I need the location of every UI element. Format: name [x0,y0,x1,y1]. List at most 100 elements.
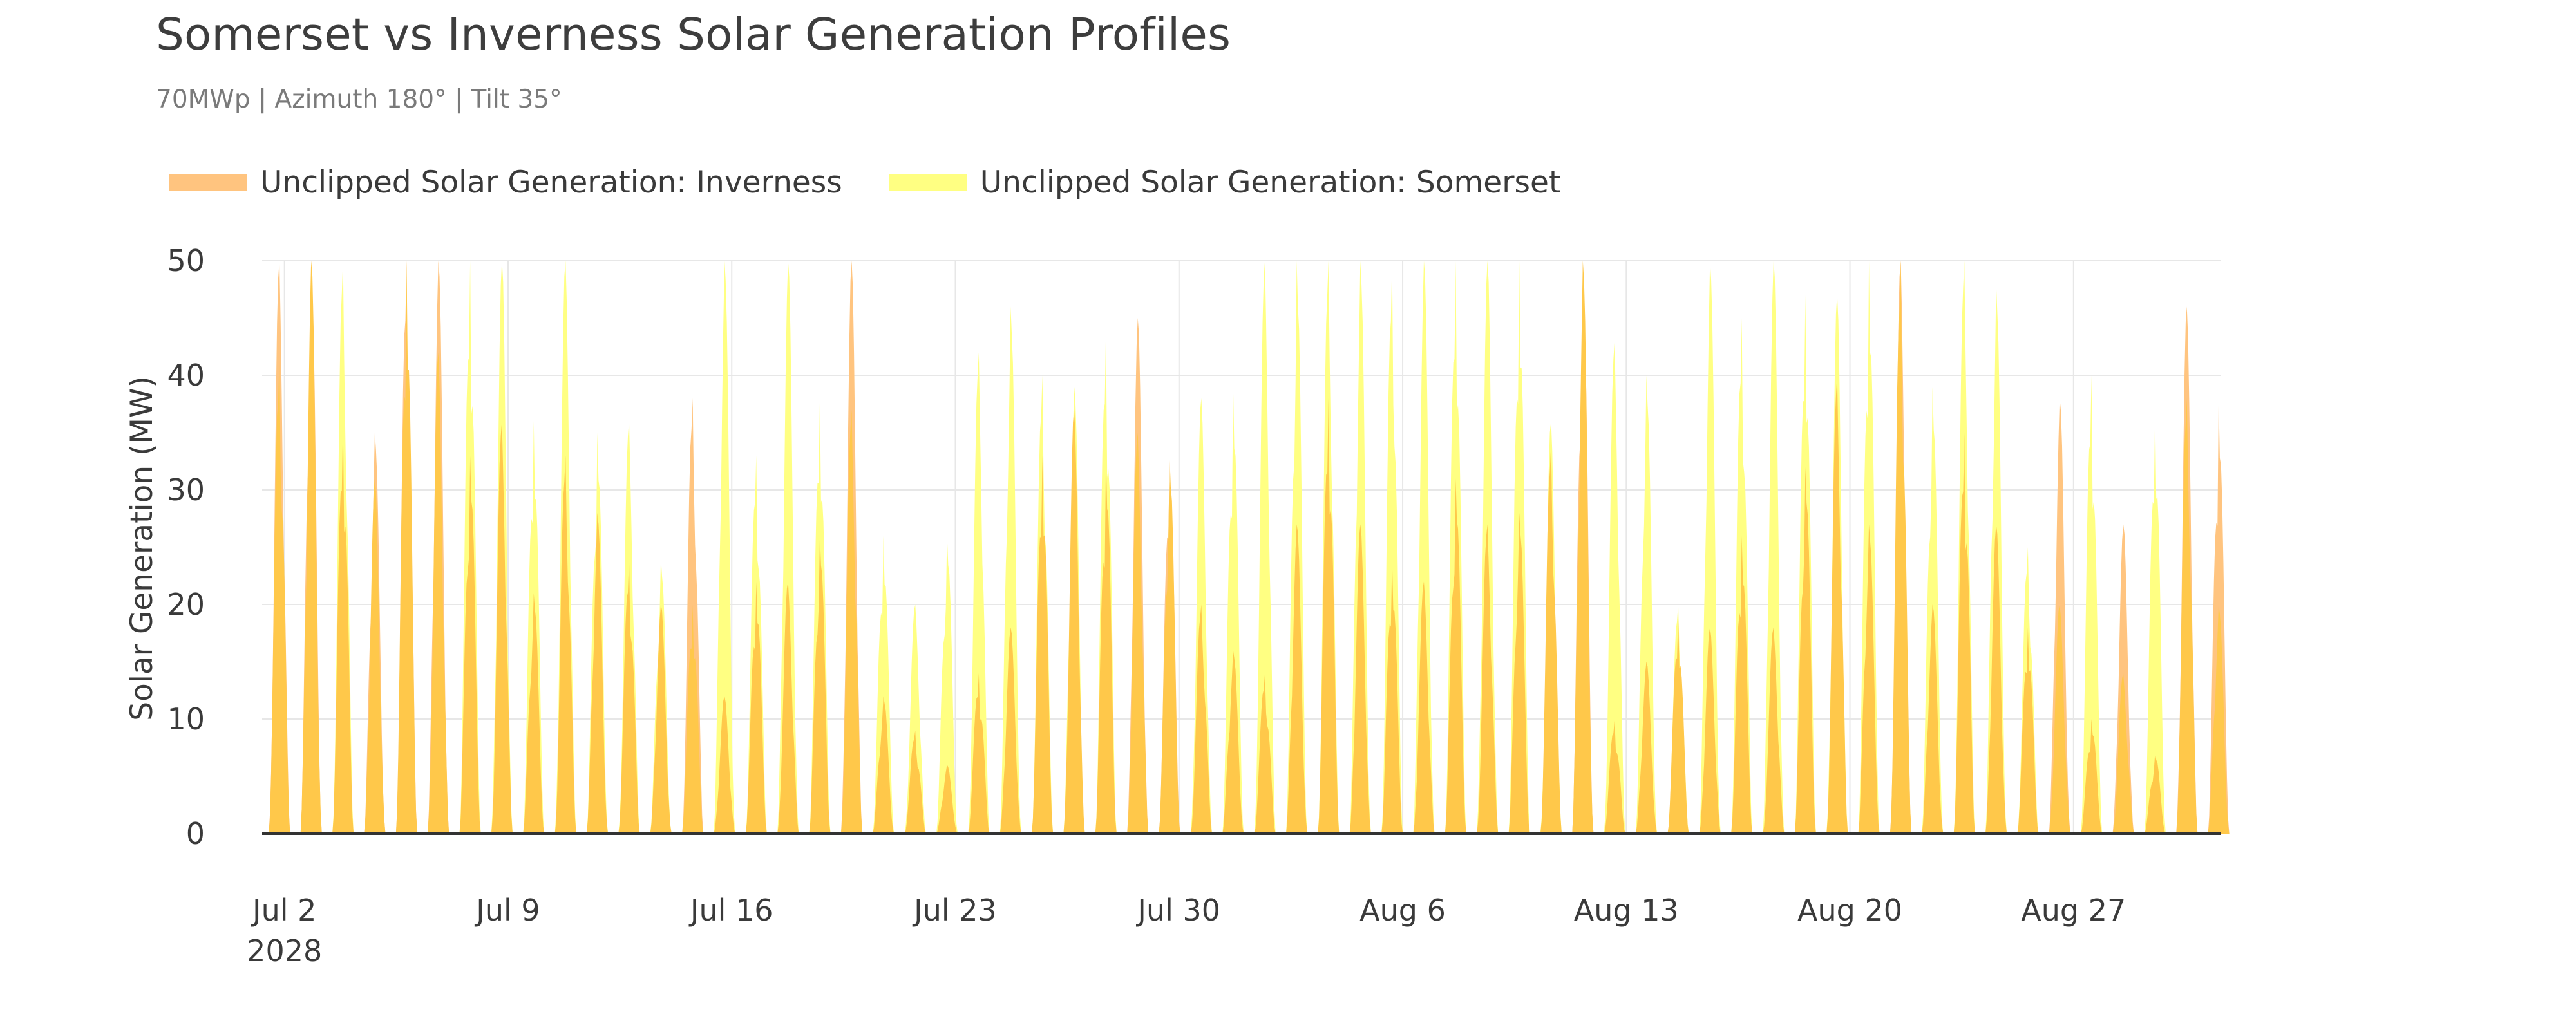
area-overlap-day-10 [554,455,576,834]
area-overlap-day-17 [777,581,799,834]
x-tick-label-day-57: Aug 27 [2021,893,2126,928]
area-overlap-day-54 [1953,433,1975,834]
area-somerset-day-60 [2144,409,2166,834]
area-overlap-day-14 [682,604,704,834]
area-overlap-day-61 [2176,398,2198,834]
x-tick-label-day-36: Aug 6 [1359,893,1446,928]
area-somerset-day-32 [1254,261,1276,834]
x-tick-label-day-43: Aug 13 [1574,893,1679,928]
area-overlap-day-12 [618,558,640,834]
area-overlap-day-34 [1318,398,1340,834]
area-overlap-day-33 [1286,524,1308,834]
area-overlap-day-30 [1190,604,1212,834]
area-somerset-day-22 [936,536,958,834]
x-tick-label-day-1: Jul 2 [251,893,316,928]
y-tick-label-50: 50 [167,243,205,278]
area-overlap-day-40 [1508,512,1530,834]
area-overlap-day-39 [1477,524,1499,834]
area-overlap-day-9 [523,593,545,834]
area-overlap-day-13 [650,604,672,834]
grid-lines [262,260,2221,834]
area-overlap-day-37 [1413,581,1435,834]
area-overlap-day-7 [459,455,481,834]
area-somerset-day-37 [1413,261,1435,834]
x-tick-sublabel-year: 2028 [247,933,322,968]
area-overlap-day-36 [1381,558,1403,834]
legend-label-inverness: Unclipped Solar Generation: Inverness [260,165,842,200]
area-overlap-day-51 [1858,524,1880,834]
area-overlap-day-8 [491,421,513,834]
area-somerset-day-17 [777,261,799,834]
legend-swatch-inverness [169,174,247,191]
area-overlap-day-28 [1127,433,1149,834]
area-overlap-day-23 [968,673,990,834]
area-overlap-day-47 [1731,536,1753,834]
area-overlap-day-58 [2081,719,2103,834]
area-overlap-day-26 [1063,409,1085,834]
y-tick-label-0: 0 [186,816,205,851]
y-tick-label-30: 30 [167,473,205,507]
generation-areas [269,261,2230,834]
area-somerset-day-24 [999,306,1021,834]
area-somerset-day-20 [873,536,895,834]
x-tick-label-day-15: Jul 16 [688,893,773,928]
area-somerset-day-44 [1636,375,1658,834]
area-somerset-day-46 [1699,261,1721,834]
axes: 0 10 20 30 40 50 Jul 2 2028 Jul 9 Jul 16 Jul 23 Jul… [167,243,2221,968]
legend-item-somerset[interactable]: Unclipped Solar Generation: Somerset [888,165,1560,200]
area-overlap-day-55 [1985,524,2007,834]
area-overlap-day-1 [269,352,290,834]
chart-title: Somerset vs Inverness Solar Generation P… [156,9,1231,61]
area-overlap-day-2 [300,261,322,834]
area-overlap-day-31 [1222,650,1244,834]
area-overlap-day-25 [1032,455,1054,834]
x-tick-label-day-8: Jul 9 [474,893,540,928]
area-overlap-day-11 [587,512,609,834]
area-overlap-day-56 [2017,627,2039,834]
area-somerset-day-23 [968,352,990,834]
area-somerset-day-48 [1763,261,1785,834]
area-overlap-day-48 [1763,627,1785,834]
x-tick-label-day-29: Jul 30 [1135,893,1220,928]
area-overlap-day-53 [1922,604,1944,834]
area-overlap-day-24 [999,627,1021,834]
area-overlap-day-57 [2049,604,2070,834]
area-overlap-day-5 [395,261,417,834]
y-tick-label-10: 10 [167,702,205,736]
area-somerset-day-21 [904,604,926,834]
area-overlap-day-50 [1826,375,1848,834]
area-overlap-day-44 [1636,662,1658,834]
area-overlap-day-21 [904,730,926,834]
legend-swatch-somerset [888,174,967,191]
chart-legend: Unclipped Solar Generation: Inverness Un… [169,165,1607,200]
area-overlap-day-43 [1604,719,1625,834]
area-overlap-day-35 [1349,524,1371,834]
area-overlap-day-6 [428,352,450,834]
area-somerset-day-58 [2081,375,2103,834]
area-somerset-day-31 [1222,386,1244,834]
area-overlap-day-3 [332,421,354,834]
chart-subtitle: 70MWp | Azimuth 180° | Tilt 35° [156,85,562,114]
area-overlap-day-60 [2144,753,2166,834]
y-tick-label-20: 20 [167,587,205,622]
area-somerset-day-43 [1604,341,1625,834]
area-overlap-day-42 [1572,261,1594,834]
area-overlap-day-59 [2112,673,2134,834]
area-overlap-day-22 [936,765,958,834]
y-tick-label-40: 40 [167,358,205,393]
area-overlap-day-41 [1540,444,1562,834]
area-overlap-day-18 [809,536,831,834]
x-tick-label-day-50: Aug 20 [1797,893,1902,928]
area-overlap-day-49 [1794,467,1816,834]
area-overlap-day-16 [745,581,767,834]
area-overlap-day-52 [1889,261,1911,834]
area-somerset-day-15 [714,261,735,834]
x-tick-label-day-22: Jul 23 [912,893,997,928]
area-overlap-day-46 [1699,627,1721,834]
area-overlap-day-27 [1095,455,1117,834]
area-overlap-day-32 [1254,673,1276,834]
legend-item-inverness[interactable]: Unclipped Solar Generation: Inverness [169,165,842,200]
area-overlap-day-29 [1159,455,1180,834]
area-overlap-day-62 [2208,604,2230,834]
